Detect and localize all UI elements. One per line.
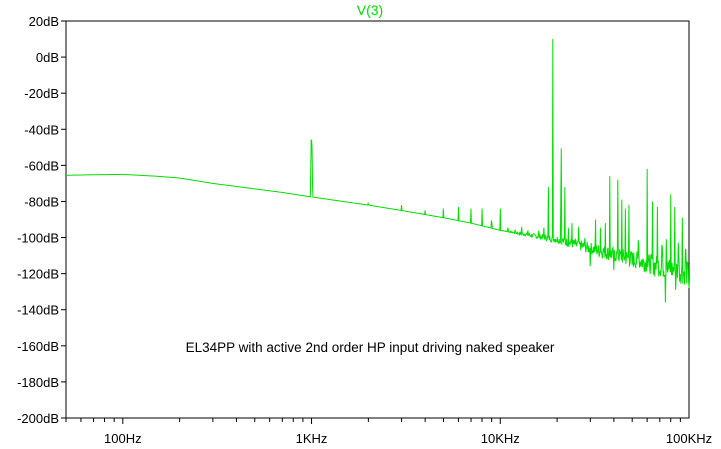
y-tick-label: -40dB	[24, 122, 59, 137]
y-tick-label: 20dB	[29, 14, 59, 29]
y-tick-label: 0dB	[36, 50, 59, 65]
x-tick-label: 100Hz	[104, 431, 142, 446]
y-tick-label: -100dB	[17, 231, 59, 246]
plot-frame	[65, 20, 690, 419]
y-tick-label: -180dB	[17, 375, 59, 390]
x-tick-label: 1KHz	[296, 431, 328, 446]
y-tick-label: -20dB	[24, 86, 59, 101]
y-axis: 20dB 0dB -20dB -40dB -60dB -80dB -100dB -120dB -…	[17, 14, 66, 426]
series-line-v3	[65, 39, 690, 303]
x-tick-label: 10KHz	[481, 431, 520, 446]
y-tick-label: -120dB	[17, 267, 59, 282]
x-tick-label: 100KHz	[666, 431, 712, 446]
y-tick-label: -80dB	[24, 194, 59, 209]
y-tick-label: -60dB	[24, 158, 59, 173]
y-tick-label: -200dB	[17, 411, 59, 426]
x-axis: 100Hz 1KHz 10KHz 100KHz	[65, 418, 712, 446]
y-tick-label: -160dB	[17, 339, 59, 354]
y-tick-label: -140dB	[17, 303, 59, 318]
chart-title: V(3)	[357, 2, 383, 18]
chart-annotation: EL34PP with active 2nd order HP input dr…	[186, 340, 555, 355]
